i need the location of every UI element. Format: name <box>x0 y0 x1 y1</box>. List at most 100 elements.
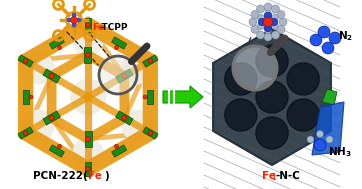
Circle shape <box>272 15 278 22</box>
Circle shape <box>99 56 137 94</box>
Polygon shape <box>143 127 158 139</box>
Circle shape <box>122 115 127 121</box>
Polygon shape <box>84 47 92 63</box>
Polygon shape <box>85 162 91 176</box>
Circle shape <box>272 22 278 29</box>
Circle shape <box>23 109 55 142</box>
Circle shape <box>318 26 330 38</box>
Circle shape <box>76 18 81 22</box>
Circle shape <box>264 3 272 11</box>
Polygon shape <box>111 37 127 49</box>
Circle shape <box>122 74 127 78</box>
Text: Fe: Fe <box>92 23 104 33</box>
Circle shape <box>287 63 319 95</box>
Polygon shape <box>84 131 92 147</box>
Text: -N-C: -N-C <box>275 171 300 181</box>
Text: ): ) <box>104 171 109 181</box>
Polygon shape <box>111 145 127 157</box>
Circle shape <box>314 139 326 151</box>
Circle shape <box>258 18 266 26</box>
Circle shape <box>287 99 319 131</box>
Polygon shape <box>213 29 331 165</box>
Circle shape <box>277 26 285 33</box>
Circle shape <box>72 12 76 18</box>
Circle shape <box>251 26 259 33</box>
Circle shape <box>23 53 55 84</box>
Circle shape <box>114 144 118 148</box>
Circle shape <box>258 15 265 22</box>
Polygon shape <box>147 90 153 104</box>
Circle shape <box>277 11 285 19</box>
Text: $\bf{NH_3}$: $\bf{NH_3}$ <box>328 145 352 159</box>
Circle shape <box>86 167 90 171</box>
Circle shape <box>148 131 152 135</box>
Circle shape <box>322 42 334 54</box>
Polygon shape <box>116 69 133 83</box>
Circle shape <box>265 26 272 33</box>
Circle shape <box>256 81 288 113</box>
Polygon shape <box>49 37 64 49</box>
Circle shape <box>225 99 257 131</box>
Circle shape <box>72 138 104 170</box>
Polygon shape <box>43 111 60 125</box>
Circle shape <box>257 5 265 13</box>
Circle shape <box>272 5 279 13</box>
Circle shape <box>86 23 90 27</box>
Circle shape <box>24 59 28 63</box>
Circle shape <box>225 63 257 95</box>
Circle shape <box>258 22 265 29</box>
Circle shape <box>264 18 273 26</box>
Circle shape <box>29 95 33 99</box>
Text: 1: 1 <box>271 174 276 183</box>
Polygon shape <box>143 55 158 67</box>
Polygon shape <box>322 89 337 105</box>
Polygon shape <box>163 86 203 108</box>
Circle shape <box>121 53 153 84</box>
Circle shape <box>316 130 324 138</box>
Text: -TCPP: -TCPP <box>100 23 129 33</box>
Polygon shape <box>49 145 64 157</box>
Circle shape <box>71 16 77 23</box>
Circle shape <box>256 117 288 149</box>
Polygon shape <box>23 90 29 104</box>
Circle shape <box>257 31 265 39</box>
Circle shape <box>114 46 118 50</box>
Polygon shape <box>85 18 91 32</box>
Text: $\bf{N_2}$: $\bf{N_2}$ <box>338 29 353 43</box>
Circle shape <box>264 33 272 41</box>
Circle shape <box>72 22 76 28</box>
Circle shape <box>249 18 257 26</box>
Circle shape <box>310 34 322 46</box>
Circle shape <box>121 109 153 142</box>
Circle shape <box>265 11 272 18</box>
Circle shape <box>67 18 72 22</box>
Circle shape <box>85 136 90 142</box>
Circle shape <box>329 32 341 44</box>
Circle shape <box>85 53 90 57</box>
Circle shape <box>307 136 314 143</box>
Circle shape <box>72 24 104 56</box>
Text: PCN-222(: PCN-222( <box>33 171 88 181</box>
Circle shape <box>326 136 333 143</box>
Polygon shape <box>18 55 33 67</box>
Circle shape <box>49 74 54 78</box>
Circle shape <box>233 46 277 90</box>
Text: Fe: Fe <box>88 171 102 181</box>
Circle shape <box>264 12 272 20</box>
Polygon shape <box>18 127 33 139</box>
Circle shape <box>264 24 272 32</box>
Polygon shape <box>43 69 60 83</box>
Text: Fe: Fe <box>262 171 276 181</box>
Circle shape <box>58 144 62 148</box>
Circle shape <box>24 131 28 135</box>
Polygon shape <box>116 111 133 125</box>
Circle shape <box>143 95 147 99</box>
Circle shape <box>251 11 259 19</box>
Circle shape <box>279 18 287 26</box>
Polygon shape <box>312 102 344 155</box>
Circle shape <box>58 46 62 50</box>
Circle shape <box>270 18 278 26</box>
Circle shape <box>272 31 279 39</box>
Circle shape <box>49 115 54 121</box>
Circle shape <box>256 45 288 77</box>
